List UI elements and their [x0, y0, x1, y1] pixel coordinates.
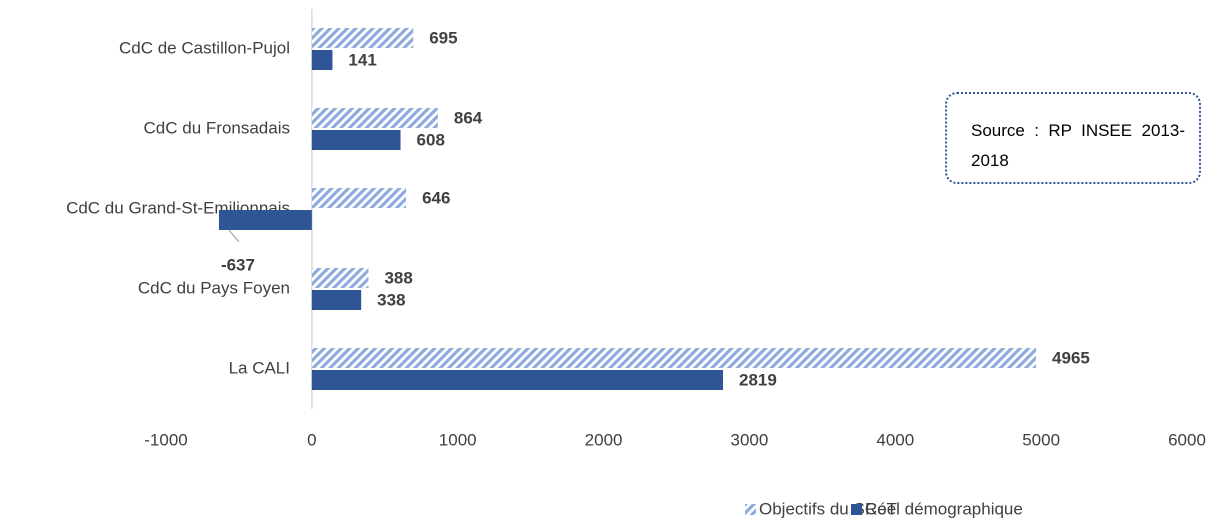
- x-tick-label: 6000: [1168, 430, 1206, 449]
- source-note: Source : RP INSEE 2013-2018: [945, 92, 1201, 184]
- value-label: 646: [422, 188, 450, 207]
- x-tick-label: 1000: [439, 430, 477, 449]
- value-label: 388: [384, 268, 412, 287]
- x-tick-label: 0: [307, 430, 316, 449]
- value-label: 864: [454, 108, 483, 127]
- value-label: -637: [221, 255, 255, 274]
- bar: [311, 268, 369, 288]
- bar: [218, 210, 312, 230]
- value-label: 4965: [1052, 348, 1090, 367]
- y-tick-label: CdC du Pays Foyen: [138, 278, 290, 297]
- bar: [311, 28, 414, 48]
- bar: [311, 130, 401, 150]
- legend-label: Réel démographique: [865, 499, 1023, 518]
- legend-swatch: [851, 504, 862, 515]
- x-tick-label: 3000: [731, 430, 769, 449]
- legend-label: Objectifs du SCoT: [759, 499, 897, 518]
- bar: [311, 290, 362, 310]
- y-tick-label: La CALI: [229, 358, 290, 377]
- bar: [311, 348, 1037, 368]
- legend-swatch: [745, 504, 756, 515]
- bar: [311, 50, 333, 70]
- bar: [311, 108, 438, 128]
- y-tick-label: CdC du Fronsadais: [144, 118, 290, 137]
- leader-line: [228, 229, 240, 243]
- value-label: 2819: [739, 370, 777, 389]
- value-label: 338: [377, 290, 405, 309]
- x-tick-label: 2000: [585, 430, 623, 449]
- value-label: 695: [429, 28, 457, 47]
- value-label: 608: [417, 130, 445, 149]
- x-tick-label: 5000: [1022, 430, 1060, 449]
- y-tick-label: CdC de Castillon-Pujol: [119, 38, 290, 57]
- value-label: 141: [348, 50, 376, 69]
- bar: [311, 370, 724, 390]
- x-tick-label: 4000: [876, 430, 914, 449]
- bar: [311, 188, 407, 208]
- x-tick-label: -1000: [144, 430, 187, 449]
